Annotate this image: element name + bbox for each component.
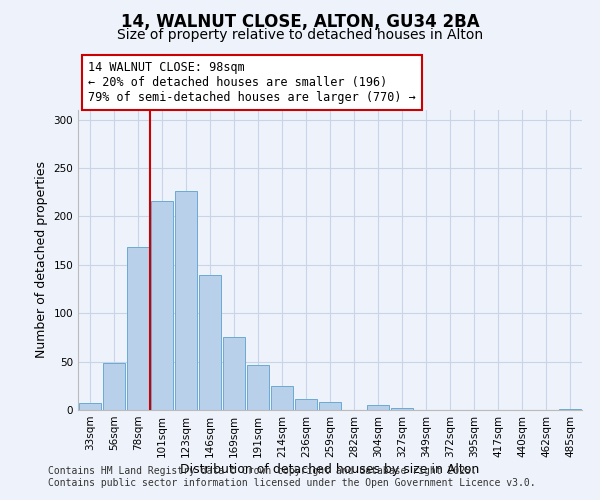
Bar [199, 274, 221, 410]
Bar [79, 403, 101, 410]
Bar [103, 362, 125, 410]
Bar [223, 338, 245, 410]
Bar [127, 248, 149, 410]
Bar [559, 409, 581, 410]
X-axis label: Distribution of detached houses by size in Alton: Distribution of detached houses by size … [181, 462, 479, 475]
Text: 14, WALNUT CLOSE, ALTON, GU34 2BA: 14, WALNUT CLOSE, ALTON, GU34 2BA [121, 12, 479, 30]
Y-axis label: Number of detached properties: Number of detached properties [35, 162, 48, 358]
Bar [319, 402, 341, 410]
Text: 14 WALNUT CLOSE: 98sqm
← 20% of detached houses are smaller (196)
79% of semi-de: 14 WALNUT CLOSE: 98sqm ← 20% of detached… [88, 61, 416, 104]
Bar [391, 408, 413, 410]
Text: Size of property relative to detached houses in Alton: Size of property relative to detached ho… [117, 28, 483, 42]
Text: Contains HM Land Registry data © Crown copyright and database right 2025.
Contai: Contains HM Land Registry data © Crown c… [48, 466, 536, 487]
Bar [367, 405, 389, 410]
Bar [271, 386, 293, 410]
Bar [247, 366, 269, 410]
Bar [295, 400, 317, 410]
Bar [175, 192, 197, 410]
Bar [151, 201, 173, 410]
